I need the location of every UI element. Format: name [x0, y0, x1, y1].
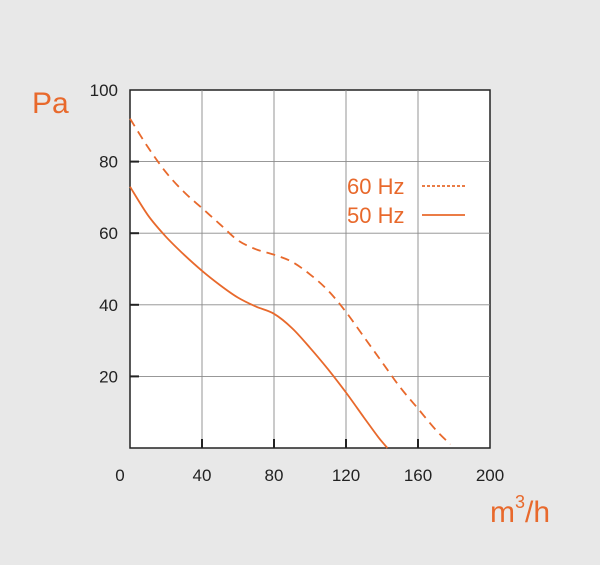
axis-ticks: 0 40 80 120 160 200 20 40 60 80 100 [90, 81, 505, 485]
x-axis-label: m3/h [490, 492, 550, 529]
y-tick-label-40: 40 [99, 296, 118, 315]
y-tick-label-20: 20 [99, 367, 118, 386]
x-axis-label-sup: 3 [515, 492, 525, 512]
series-lines [129, 118, 452, 449]
y-axis-label: Pa [32, 87, 69, 120]
series-line-50-hz [129, 186, 389, 449]
legend: 60 Hz 50 Hz [347, 174, 465, 228]
x-tick-label-200: 200 [476, 466, 504, 485]
legend-label-60hz: 60 Hz [347, 174, 404, 199]
x-axis-label-main: m [490, 496, 515, 529]
x-tick-label-80: 80 [265, 466, 284, 485]
x-tick-label-40: 40 [193, 466, 212, 485]
legend-label-50hz: 50 Hz [347, 203, 404, 228]
y-tick-label-60: 60 [99, 224, 118, 243]
x-axis-label-tail: /h [525, 496, 550, 529]
y-tick-label-80: 80 [99, 153, 118, 172]
series-line-60-hz [129, 118, 452, 446]
x-tick-label-120: 120 [332, 466, 360, 485]
x-tick-label-0: 0 [115, 466, 124, 485]
plot-area [129, 89, 491, 449]
x-tick-label-160: 160 [404, 466, 432, 485]
grid-lines [130, 90, 490, 448]
y-tick-label-100: 100 [90, 81, 118, 100]
